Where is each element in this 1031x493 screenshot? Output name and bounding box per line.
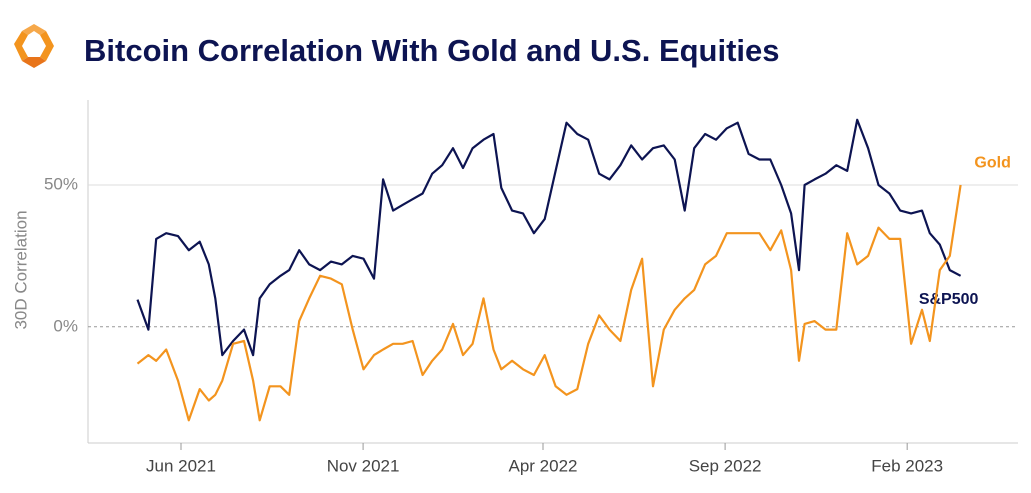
series-label: Gold xyxy=(974,154,1010,171)
y-axis-label: 30D Correlation xyxy=(11,210,30,329)
x-tick-label: Sep 2022 xyxy=(689,456,762,475)
series-line xyxy=(136,184,962,422)
chart-title: Bitcoin Correlation With Gold and U.S. E… xyxy=(84,33,780,68)
x-tick-label: Apr 2022 xyxy=(509,456,578,475)
series-label: S&P500 xyxy=(919,291,979,308)
x-tick-label: Jun 2021 xyxy=(146,456,216,475)
series-line xyxy=(136,118,962,357)
y-tick-label: 0% xyxy=(53,316,78,335)
x-tick-label: Feb 2023 xyxy=(871,456,943,475)
x-tick-label: Nov 2021 xyxy=(327,456,400,475)
logo xyxy=(14,24,54,68)
y-tick-label: 50% xyxy=(44,175,78,194)
